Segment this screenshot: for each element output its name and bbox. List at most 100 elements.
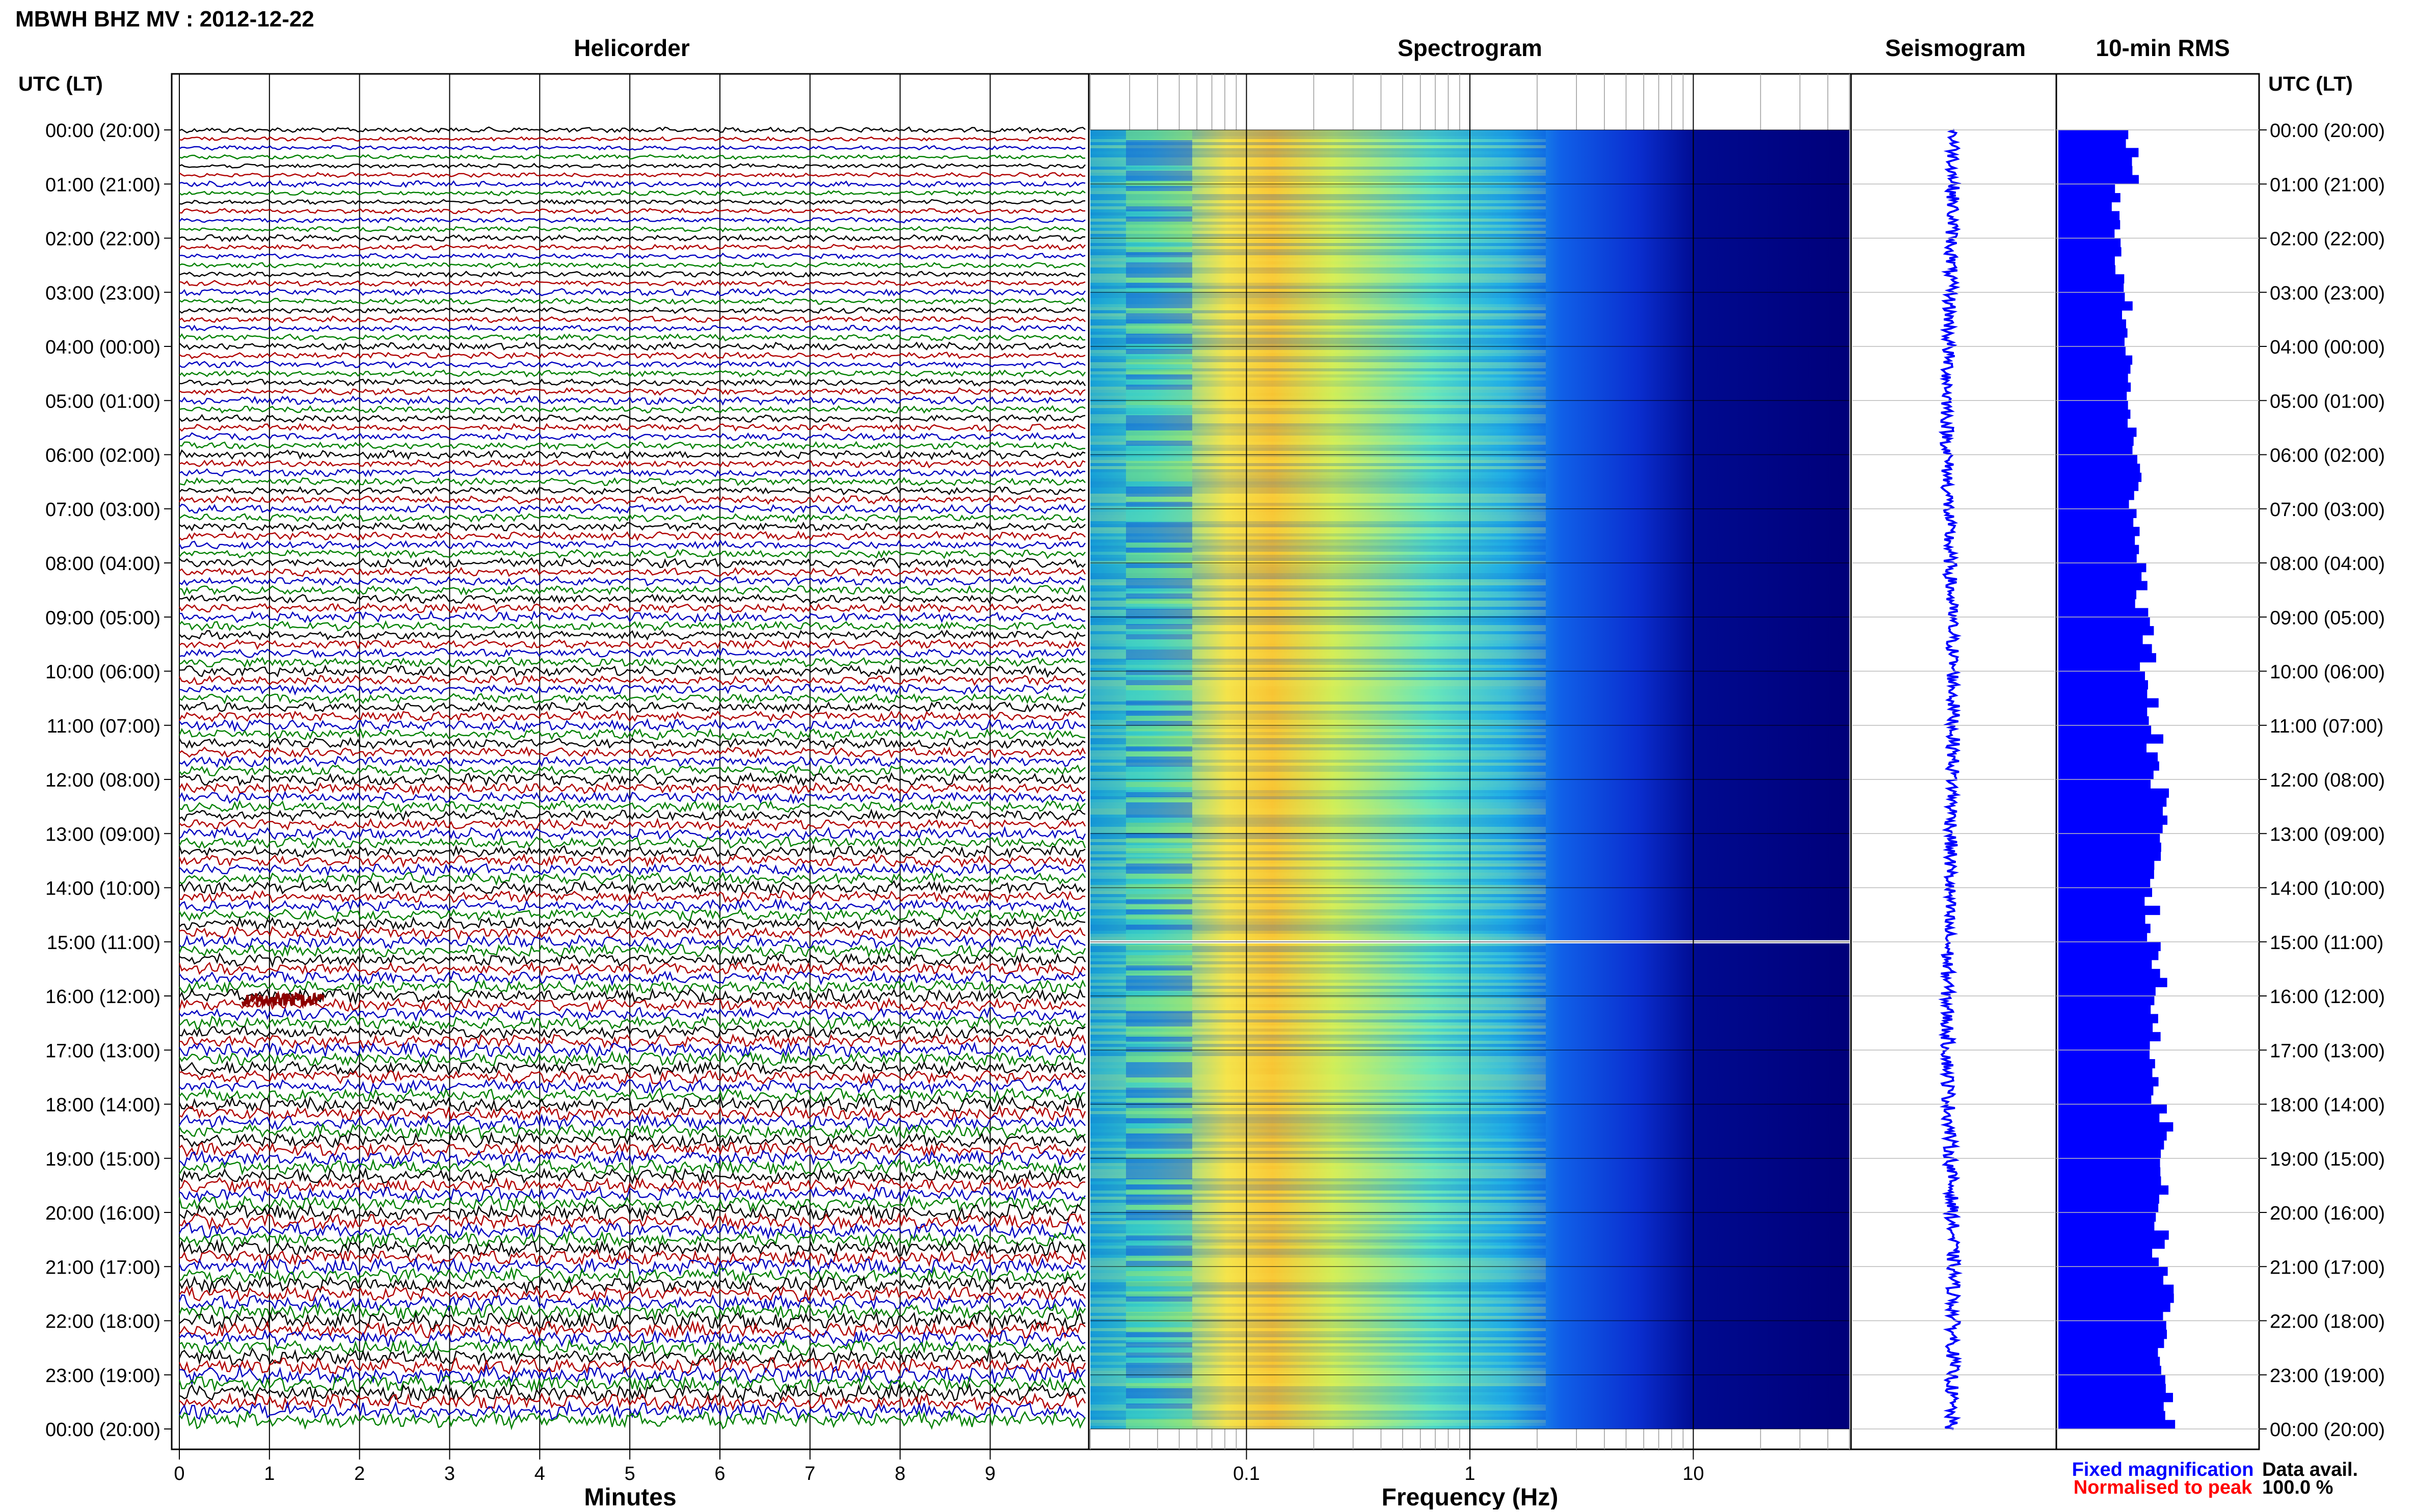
rms-bar bbox=[2058, 1005, 2151, 1014]
spectrogram-lowfreq bbox=[1126, 166, 1192, 171]
rms-bar bbox=[2058, 508, 2137, 518]
spectrogram-band bbox=[1090, 1022, 1546, 1025]
spectrogram-band bbox=[1090, 845, 1546, 848]
rms-bar bbox=[2058, 355, 2133, 365]
helicorder-trace bbox=[179, 279, 1086, 287]
spectrogram-lowfreq bbox=[1126, 741, 1192, 746]
spectrogram-band bbox=[1090, 1025, 1546, 1029]
spectrogram-band bbox=[1090, 539, 1546, 543]
hour-label: 23:00 (19:00) bbox=[2270, 1365, 2385, 1387]
spectrogram-band bbox=[1090, 1178, 1546, 1181]
spectrogram-band bbox=[1090, 1349, 1546, 1353]
helicorder-trace bbox=[178, 791, 1086, 805]
spectrogram-band bbox=[1090, 344, 1546, 347]
spectrogram-band bbox=[1090, 1062, 1546, 1065]
helicorder-trace bbox=[179, 934, 1086, 951]
spectrogram-band bbox=[1090, 197, 1546, 200]
rms-bar bbox=[2058, 1014, 2158, 1023]
spectrogram-lowfreq bbox=[1126, 1388, 1192, 1393]
spectrogram-lowfreq bbox=[1126, 583, 1192, 588]
helicorder-trace bbox=[178, 835, 1086, 849]
hour-label: 01:00 (21:00) bbox=[45, 174, 160, 196]
rms-bar bbox=[2058, 1248, 2153, 1258]
spectrogram-lowfreq bbox=[1126, 955, 1192, 960]
spectrogram-lowfreq bbox=[1126, 222, 1192, 227]
helicorder-traces bbox=[178, 126, 1086, 1430]
spectrogram-lowfreq bbox=[1126, 415, 1192, 420]
spectrogram-band bbox=[1090, 277, 1546, 280]
spectrogram-band bbox=[1090, 653, 1546, 656]
data-avail-label: Data avail. bbox=[2262, 1459, 2358, 1480]
spectrogram-band bbox=[1090, 1056, 1546, 1059]
spectrogram-lowfreq bbox=[1126, 655, 1192, 660]
spectrogram-lowfreq bbox=[1126, 894, 1192, 899]
spectrogram-lowfreq bbox=[1126, 981, 1192, 986]
spectrogram-lowfreq bbox=[1126, 135, 1192, 140]
hour-label: 00:00 (20:00) bbox=[2270, 1419, 2385, 1441]
spectrogram-band bbox=[1090, 261, 1546, 264]
hour-label: 04:00 (00:00) bbox=[45, 337, 160, 358]
spectrogram-band bbox=[1090, 1383, 1546, 1386]
helicorder-trace bbox=[179, 136, 1086, 142]
helicorder-trace bbox=[179, 324, 1086, 333]
rms-bar bbox=[2058, 328, 2128, 338]
spectrogram-band bbox=[1090, 857, 1546, 860]
rms-title: 10-min RMS bbox=[2096, 35, 2230, 61]
spectrogram-band bbox=[1090, 619, 1546, 622]
hour-labels-right: 00:00 (20:00) 01:00 (21:00) 02:00 (22:00) 0… bbox=[2270, 120, 2385, 1441]
spectrogram-band bbox=[1090, 451, 1546, 454]
spectrogram-lowfreq bbox=[1126, 599, 1192, 604]
spectrogram-band bbox=[1090, 332, 1546, 335]
spectrogram-lowfreq bbox=[1126, 644, 1192, 650]
spectrogram-band bbox=[1090, 1261, 1546, 1264]
spectrogram-band bbox=[1090, 536, 1546, 539]
helicorder-trace bbox=[179, 584, 1086, 596]
spectrogram-band bbox=[1090, 986, 1546, 989]
rms-bar bbox=[2058, 527, 2140, 536]
rms-bar bbox=[2058, 1320, 2166, 1330]
spectrogram-lowfreq bbox=[1126, 543, 1192, 548]
spectrogram-band bbox=[1090, 790, 1546, 793]
spectrogram-band bbox=[1090, 680, 1546, 683]
spectrogram-band bbox=[1090, 1044, 1546, 1047]
hour-label: 12:00 (08:00) bbox=[45, 770, 160, 791]
spectrogram-band bbox=[1090, 1389, 1546, 1392]
spectrogram-band bbox=[1090, 316, 1546, 319]
spectrogram-band bbox=[1090, 1209, 1546, 1212]
seismogram-title: Seismogram bbox=[1885, 35, 2026, 61]
helicorder-trace bbox=[179, 862, 1086, 877]
spectrogram-band bbox=[1090, 1139, 1546, 1142]
helicorder-trace bbox=[179, 503, 1086, 515]
spectrogram-lowfreq bbox=[1126, 553, 1192, 558]
helicorder-trace bbox=[178, 1195, 1086, 1213]
spectrogram-band bbox=[1090, 414, 1546, 417]
spectrogram-lowfreq bbox=[1126, 1322, 1192, 1327]
spectrogram-band bbox=[1090, 949, 1546, 952]
spectrogram-band bbox=[1090, 582, 1546, 585]
spectrogram-lowfreq bbox=[1126, 976, 1192, 981]
spectrogram-lowfreq bbox=[1126, 441, 1192, 446]
spectrogram-band bbox=[1090, 1298, 1546, 1301]
rms-bar bbox=[2058, 1384, 2166, 1393]
spectrogram-band bbox=[1090, 555, 1546, 558]
spectrogram-lowfreq bbox=[1126, 726, 1192, 731]
spectrogram-lowfreq bbox=[1126, 1383, 1192, 1388]
spectrogram-band bbox=[1090, 1059, 1546, 1062]
hour-label: 00:00 (20:00) bbox=[2270, 120, 2385, 142]
spectrogram-band bbox=[1090, 460, 1546, 463]
rms-bar bbox=[2058, 554, 2137, 563]
spectrogram-band bbox=[1090, 1334, 1546, 1337]
spectrogram-lowfreq bbox=[1126, 1057, 1192, 1062]
spectrogram-band bbox=[1090, 1191, 1546, 1194]
spectrogram-band bbox=[1090, 1001, 1546, 1004]
hour-label: 13:00 (09:00) bbox=[45, 824, 160, 845]
spectrogram-band bbox=[1090, 347, 1546, 350]
spectrogram-band bbox=[1090, 512, 1546, 515]
hour-label: 22:00 (18:00) bbox=[2270, 1311, 2385, 1333]
spectrogram-lowfreq bbox=[1126, 604, 1192, 609]
spectrogram-band bbox=[1090, 1322, 1546, 1325]
spectrogram-lowfreq bbox=[1126, 1347, 1192, 1353]
spectrogram-lowfreq bbox=[1126, 874, 1192, 879]
spectrogram-band bbox=[1090, 1243, 1546, 1246]
helicorder-trace bbox=[179, 683, 1086, 696]
